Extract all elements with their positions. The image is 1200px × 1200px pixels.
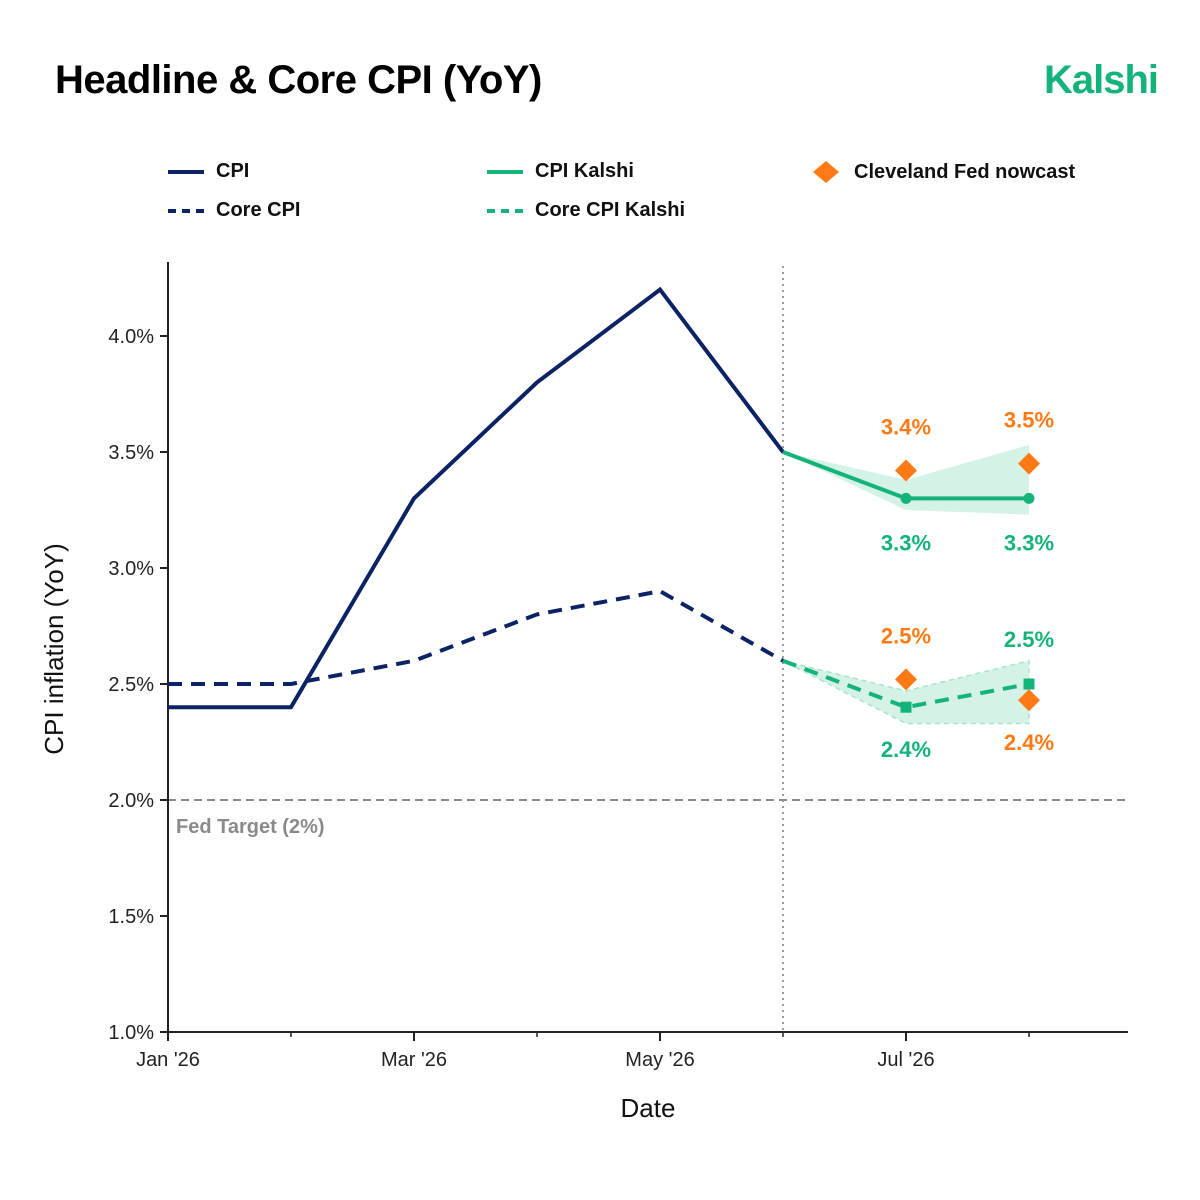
data-labels: 3.4% 3.5% 2.5% 2.4% 3.3% 3.3% 2.4% 2.5% [881, 408, 1054, 763]
kalshi-logo: Kalshi [1043, 58, 1159, 102]
cleveland-nowcast-label: 2.4% [1004, 730, 1054, 755]
y-tick-label: 1.5% [108, 906, 154, 928]
y-tick-label: 3.5% [108, 442, 154, 464]
core-cpi-kalshi-point [900, 701, 912, 713]
y-tick-label: 2.5% [108, 674, 154, 696]
cleveland-nowcast-label: 3.4% [881, 415, 931, 440]
y-tick-label: 2.0% [108, 790, 154, 812]
cpi-kalshi-point [1023, 492, 1035, 504]
x-tick-label: Mar '26 [381, 1049, 447, 1071]
chart-title: Headline & Core CPI (YoY) [55, 58, 542, 102]
x-tick-label: May '26 [625, 1049, 694, 1071]
cpi-kalshi-point [900, 492, 912, 504]
y-tick-label: 3.0% [108, 558, 154, 580]
series-markers [895, 452, 1040, 713]
y-axis-label: CPI inflation (YoY) [39, 543, 69, 754]
x-tick-label: Jan '26 [136, 1049, 200, 1071]
core-cpi-line [168, 589, 784, 686]
cpi-kalshi-label: 3.3% [1004, 530, 1054, 555]
axes: 1.0% 1.5% 2.0% 2.5% 3.0% 3.5% 4.0% Jan '26 Mar '… [39, 262, 1128, 1123]
y-tick-label: 1.0% [108, 1022, 154, 1044]
core-cpi-kalshi-label: 2.4% [881, 737, 931, 762]
x-axis-label: Date [621, 1093, 676, 1123]
core-cpi-kalshi-label: 2.5% [1004, 627, 1054, 652]
cpi-kalshi-label: 3.3% [881, 530, 931, 555]
core-cpi-kalshi-line [782, 658, 1030, 710]
core-cpi-kalshi-point [1023, 678, 1035, 690]
cleveland-nowcast-point [895, 668, 917, 691]
cleveland-nowcast-label: 2.5% [881, 623, 931, 648]
cleveland-nowcast-point [895, 459, 917, 482]
cleveland-nowcast-point [1018, 452, 1040, 475]
core-cpi-kalshi-band [782, 659, 1030, 725]
cleveland-nowcast-point [1018, 689, 1040, 712]
reference-lines: Fed Target (2%) [168, 266, 1128, 1032]
x-tick-label: Jul '26 [877, 1049, 934, 1071]
fed-target-label: Fed Target (2%) [176, 816, 325, 838]
y-tick-label: 4.0% [108, 326, 154, 348]
cpi-line [168, 286, 785, 710]
cleveland-nowcast-label: 3.5% [1004, 408, 1054, 433]
